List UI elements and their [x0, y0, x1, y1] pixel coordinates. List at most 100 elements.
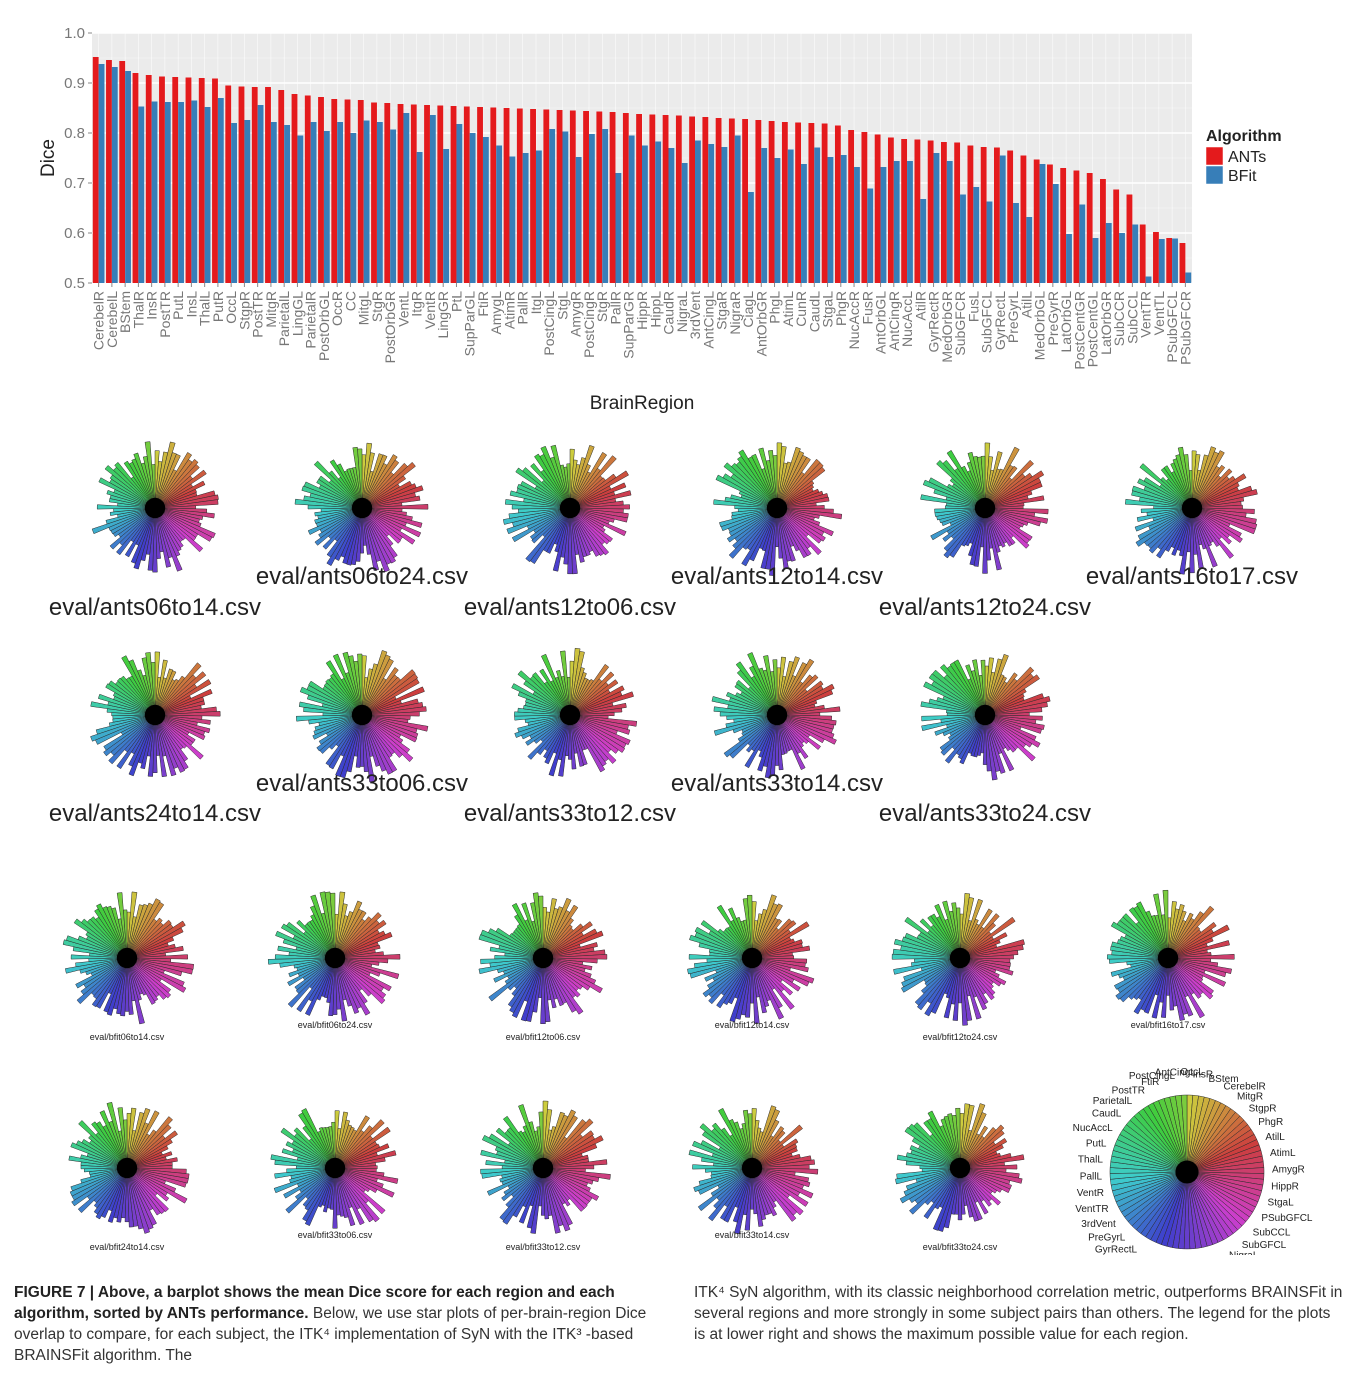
radial-bar [1177, 446, 1193, 509]
radial-bar [776, 496, 830, 509]
radial-bar [334, 1167, 365, 1226]
radial-bar [334, 919, 387, 959]
radial-bar [106, 905, 128, 959]
radial-bar [301, 1108, 336, 1169]
radial-bar [128, 659, 156, 716]
radial-bar [95, 1167, 128, 1220]
radial-bar [694, 926, 753, 959]
x-tick-label: StgL [554, 291, 570, 320]
y-tick-label: 0.7 [64, 175, 85, 192]
radial-bar [542, 1167, 600, 1201]
radial-bar [542, 1115, 578, 1169]
radial-bar [984, 507, 1013, 547]
radial-bar [124, 1167, 130, 1223]
radial-bar [123, 1119, 128, 1169]
radial-bar [267, 957, 336, 965]
radial-bar [285, 1167, 336, 1214]
radial-bar [307, 507, 363, 535]
x-tick-label: AtilR [912, 291, 928, 321]
radial-bar [542, 1167, 571, 1207]
radial-bar [745, 714, 778, 753]
radial-bar [737, 714, 778, 743]
radial-bar [692, 1164, 753, 1170]
ants-star-plot [1125, 446, 1258, 575]
radial-bar [361, 711, 420, 717]
radial-bar [361, 686, 425, 716]
radial-bar [984, 507, 1033, 541]
radial-bar [273, 1167, 336, 1194]
radial-bar [542, 1130, 594, 1169]
radial-bar [111, 907, 128, 959]
radial-bar [904, 916, 961, 959]
bar-bfit [615, 173, 622, 283]
bar-ants [198, 78, 205, 283]
radial-bar [126, 957, 187, 993]
radial-bar [502, 1167, 544, 1225]
bar-ants [994, 147, 1000, 283]
radial-bar [316, 714, 363, 752]
radial-bar [959, 1154, 1025, 1169]
radial-bar [294, 957, 336, 991]
radial-bar [274, 954, 336, 960]
radial-bar [939, 714, 986, 752]
bar-ants [304, 95, 311, 283]
radial-bar [280, 923, 336, 959]
x-tick-label: CaudR [661, 291, 677, 335]
radial-bar [493, 957, 544, 983]
radial-bar [283, 1167, 336, 1199]
bar-bfit [907, 161, 913, 283]
bar-ants [980, 147, 987, 283]
radial-bar [542, 957, 591, 991]
radial-bar [76, 957, 128, 1005]
radial-bar [361, 658, 394, 716]
bar-ants [1020, 155, 1027, 283]
radial-bar [73, 918, 128, 959]
x-tick-label: AntOrbGR [753, 291, 769, 356]
ants-star-plot [920, 653, 1051, 781]
radial-bar [984, 481, 1043, 509]
radial-bar [688, 954, 753, 960]
radial-bar [972, 455, 986, 509]
radial-bar [569, 507, 605, 557]
radial-bar [154, 469, 207, 509]
radial-bar [1115, 957, 1169, 1000]
radial-bar [334, 957, 371, 1016]
radial-center [974, 704, 996, 726]
bar-bfit [1066, 234, 1072, 283]
bar-ants [251, 87, 258, 283]
radial-bar [517, 670, 571, 716]
radial-bar [569, 714, 617, 764]
x-tick-label: PostCentGR [1071, 291, 1087, 370]
bar-bfit [840, 155, 847, 283]
legend-region-label: OccL [1180, 1067, 1204, 1078]
radial-bar [982, 507, 988, 574]
bar-bfit [443, 149, 450, 283]
bar-bfit [111, 67, 118, 283]
radial-bar [708, 1167, 753, 1222]
radial-bar [569, 504, 630, 510]
radial-bar [518, 1130, 544, 1169]
bfit-star-plot [267, 891, 401, 1022]
radial-bar [296, 957, 336, 1013]
radial-bar [126, 1167, 169, 1213]
radial-bar [919, 918, 961, 959]
bar-bfit [363, 120, 370, 283]
bar-ants [384, 103, 391, 283]
radial-bar [776, 658, 815, 716]
bar-ants [1073, 170, 1080, 283]
radial-bar [710, 1167, 753, 1179]
x-tick-label: CerebelL [104, 291, 120, 348]
radial-bar [1191, 507, 1204, 569]
radial-bar [77, 1167, 128, 1214]
radial-bar [959, 1167, 1001, 1206]
x-tick-label: PostOrbGR [382, 291, 398, 363]
bfit-plot-label: eval/bfit33to12.csv [506, 1242, 581, 1252]
radial-bar [776, 507, 808, 559]
bar-bfit [787, 149, 794, 283]
legend-region-label: PSubGFCL [1261, 1213, 1313, 1224]
radial-bar [1191, 496, 1245, 509]
bar-ants [583, 111, 589, 283]
radial-bar [984, 707, 1043, 716]
bar-bfit [178, 102, 184, 283]
bar-ants [702, 117, 709, 283]
